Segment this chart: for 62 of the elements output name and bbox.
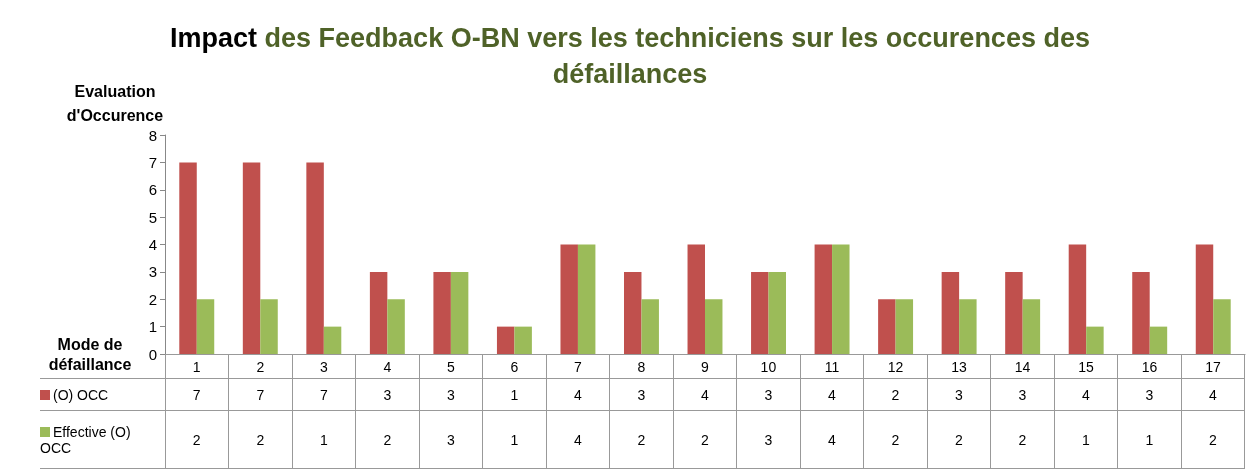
- y-axis-title: Evaluation d'Occurence: [65, 82, 165, 126]
- data-label: 4: [546, 410, 610, 469]
- data-label: 3: [736, 378, 801, 411]
- data-label: 4: [673, 378, 737, 411]
- data-label: 1: [1117, 410, 1182, 469]
- y-tick-label: 1: [148, 318, 157, 336]
- data-label: 2: [673, 410, 737, 469]
- x-tick-label: 10: [736, 354, 801, 379]
- x-axis-title: Mode de défaillance: [47, 335, 133, 375]
- data-label: 3: [736, 410, 801, 469]
- x-tick-label: 4: [355, 354, 420, 379]
- x-tick-label: 5: [419, 354, 483, 379]
- data-label: 3: [609, 378, 674, 411]
- data-label: 7: [292, 378, 356, 411]
- data-label: 3: [419, 378, 483, 411]
- legend-label: (O) OCC: [40, 378, 165, 411]
- y-tick-label: 7: [148, 153, 157, 171]
- y-tick-label: 4: [148, 236, 157, 253]
- data-label: 3: [990, 378, 1055, 411]
- data-label: 3: [419, 410, 483, 469]
- data-label: 4: [800, 410, 864, 469]
- data-label: 4: [800, 378, 864, 411]
- y-tick-label: 3: [148, 263, 157, 281]
- data-label: 2: [609, 410, 674, 469]
- data-label: 2: [863, 378, 928, 411]
- data-label: 1: [482, 410, 547, 469]
- data-label: 2: [1181, 410, 1245, 469]
- data-label: 1: [1054, 410, 1118, 469]
- x-tick-label: 11: [800, 354, 864, 379]
- x-tick-label: 16: [1117, 354, 1182, 379]
- y-tick-label: 2: [148, 290, 157, 308]
- data-label: 2: [863, 410, 928, 469]
- x-tick-label: 14: [990, 354, 1055, 379]
- x-tick-label: 12: [863, 354, 928, 379]
- x-tick-label: 3: [292, 354, 356, 379]
- y-tick-label: 5: [148, 208, 157, 226]
- x-tick-label: 17: [1181, 354, 1245, 379]
- data-label: 7: [228, 378, 293, 411]
- data-label: 2: [355, 410, 420, 469]
- x-tick-label: 2: [228, 354, 293, 379]
- data-label: 2: [228, 410, 293, 469]
- data-label: 3: [927, 378, 991, 411]
- x-tick-label: 15: [1054, 354, 1118, 379]
- x-tick-label: 13: [927, 354, 991, 379]
- data-label: 2: [927, 410, 991, 469]
- data-label: 4: [1054, 378, 1118, 411]
- y-tick-label: 0: [148, 345, 157, 363]
- y-tick-label: 8: [148, 126, 157, 144]
- data-label: 3: [1117, 378, 1182, 411]
- data-label: 2: [990, 410, 1055, 469]
- data-label: 1: [292, 410, 356, 469]
- data-label: 4: [546, 378, 610, 411]
- chart-title: Impact des Feedback O-BN vers les techniciens sur les occurences des défaillances: [170, 23, 1090, 89]
- data-label: 3: [355, 378, 420, 411]
- x-tick-label: 1: [165, 354, 229, 379]
- x-tick-label: 6: [482, 354, 547, 379]
- data-label: 4: [1181, 378, 1245, 411]
- x-tick-label: 7: [546, 354, 610, 379]
- data-label: 1: [482, 378, 547, 411]
- x-tick-label: 8: [609, 354, 674, 379]
- y-tick-label: 6: [148, 181, 157, 199]
- x-tick-label: 9: [673, 354, 737, 379]
